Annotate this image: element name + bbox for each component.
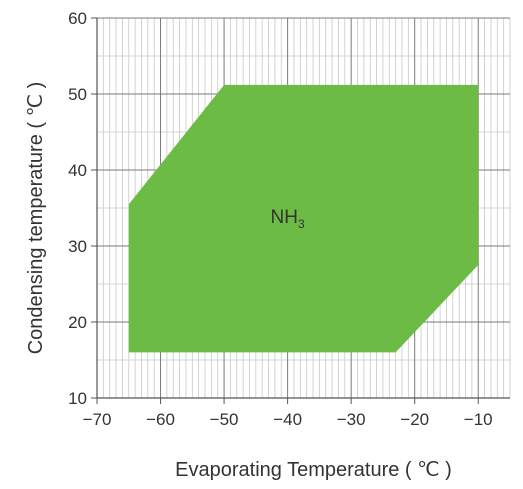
x-axis-title: Evaporating Temperature ( ℃ ) <box>175 459 452 481</box>
x-axis-tick-labels: −70 −60 −50 −40 −30 −20 −10 <box>83 410 493 429</box>
x-tick-label: −70 <box>83 410 112 429</box>
region-label-main: NH <box>271 207 298 228</box>
x-tick-label: −50 <box>210 410 239 429</box>
region-label: NH3 <box>271 207 305 231</box>
x-tick-label: −10 <box>464 410 493 429</box>
y-axis-title: Condensing temperature ( ℃ ) <box>25 82 47 355</box>
operating-region-polygon <box>128 84 479 353</box>
y-axis-tick-labels: 10 20 30 40 50 60 <box>68 9 87 408</box>
x-tick-label: −20 <box>400 410 429 429</box>
region-label-subscript: 3 <box>298 217 305 231</box>
y-tick-label: 10 <box>68 389 87 408</box>
x-tick-label: −60 <box>146 410 175 429</box>
x-tick-label: −30 <box>337 410 366 429</box>
y-tick-label: 30 <box>68 237 87 256</box>
y-tick-label: 20 <box>68 313 87 332</box>
x-tick-label: −40 <box>273 410 302 429</box>
y-tick-label: 50 <box>68 85 87 104</box>
operating-region-layer <box>128 84 479 353</box>
y-tick-label: 60 <box>68 9 87 28</box>
y-tick-label: 40 <box>68 161 87 180</box>
axes <box>91 17 510 404</box>
